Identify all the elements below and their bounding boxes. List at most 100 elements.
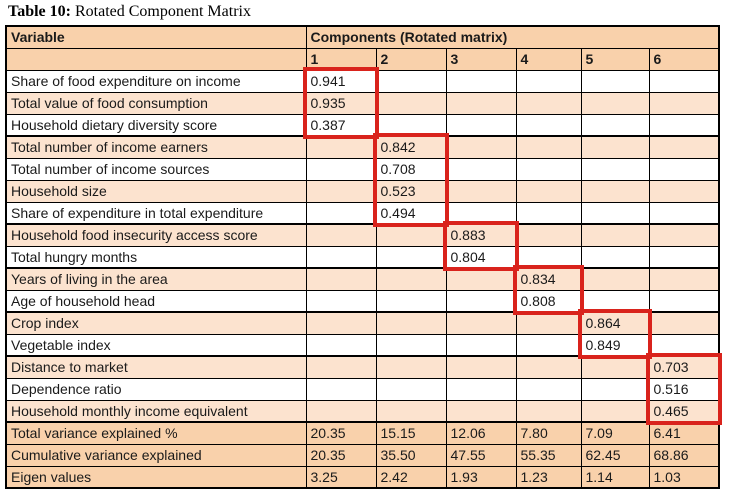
table-caption: Table 10: Rotated Component Matrix	[8, 2, 251, 22]
loading-value-cell: 0.703	[648, 355, 720, 379]
summary-label-cell: Eigen values	[5, 465, 307, 489]
summary-value-cell: 7.09	[580, 421, 650, 445]
summary-label-cell: Total variance explained %	[5, 421, 307, 445]
empty-cell	[580, 289, 650, 313]
empty-cell	[305, 245, 377, 269]
loading-value-cell: 0.941	[305, 69, 377, 93]
table-row: Total value of food consumption 0.935	[5, 91, 720, 115]
variable-label-cell: Household food insecurity access score	[5, 223, 307, 247]
summary-value-cell: 6.41	[648, 421, 720, 445]
loading-value-cell: 0.494	[375, 201, 447, 225]
summary-value-cell: 3.25	[305, 465, 377, 489]
empty-cell	[445, 399, 517, 423]
column-header-variable: Variable	[5, 25, 307, 49]
empty-cell	[580, 355, 650, 379]
empty-cell	[648, 179, 720, 203]
empty-cell	[305, 179, 377, 203]
variable-label-cell: Total number of income sources	[5, 157, 307, 181]
summary-value-cell: 20.35	[305, 421, 377, 445]
table-row: Age of household head 0.808	[5, 289, 720, 313]
column-header-component-1: 1	[305, 47, 377, 71]
empty-cell	[648, 245, 720, 269]
empty-cell	[580, 223, 650, 247]
table-row: Years of living in the area 0.834	[5, 267, 720, 291]
summary-value-cell: 1.93	[445, 465, 517, 489]
loading-value-cell: 0.834	[515, 267, 582, 291]
empty-cell	[648, 289, 720, 313]
table-row: Vegetable index 0.849	[5, 333, 720, 357]
empty-cell	[445, 377, 517, 401]
empty-cell	[445, 311, 517, 335]
loading-value-cell: 0.864	[580, 311, 650, 335]
variable-label-cell: Age of household head	[5, 289, 307, 313]
empty-cell	[515, 179, 582, 203]
summary-row: Cumulative variance explained 20.35 35.50 4…	[5, 443, 720, 467]
empty-cell	[375, 289, 447, 313]
empty-cell	[305, 267, 377, 291]
empty-cell	[375, 311, 447, 335]
table-row: Share of food expenditure on income 0.941	[5, 69, 720, 93]
empty-cell	[580, 69, 650, 93]
empty-cell	[375, 267, 447, 291]
empty-cell	[648, 311, 720, 335]
variable-label-cell: Total number of income earners	[5, 135, 307, 159]
empty-cell	[515, 157, 582, 181]
variable-label-cell: Crop index	[5, 311, 307, 335]
loading-value-cell: 0.935	[305, 91, 377, 115]
empty-cell	[648, 135, 720, 159]
summary-value-cell: 68.86	[648, 443, 720, 467]
empty-cell	[305, 135, 377, 159]
empty-cell	[375, 113, 447, 137]
column-header-component-4: 4	[515, 47, 582, 71]
empty-cell	[375, 69, 447, 93]
empty-cell	[515, 355, 582, 379]
empty-cell	[648, 91, 720, 115]
variable-label-cell: Total hungry months	[5, 245, 307, 269]
empty-cell	[515, 91, 582, 115]
empty-cell	[375, 245, 447, 269]
empty-cell	[580, 201, 650, 225]
loading-value-cell: 0.465	[648, 399, 720, 423]
summary-value-cell: 1.23	[515, 465, 582, 489]
summary-value-cell: 55.35	[515, 443, 582, 467]
empty-cell	[580, 399, 650, 423]
table-row: Crop index 0.864	[5, 311, 720, 335]
summary-label-cell: Cumulative variance explained	[5, 443, 307, 467]
empty-cell	[515, 399, 582, 423]
empty-cell	[305, 333, 377, 357]
empty-cell	[515, 113, 582, 137]
loading-value-cell: 0.842	[375, 135, 447, 159]
table-row: Share of expenditure in total expenditur…	[5, 201, 720, 225]
table-caption-number: Table 10:	[8, 3, 71, 20]
empty-cell	[375, 355, 447, 379]
empty-cell	[445, 113, 517, 137]
loading-value-cell: 0.804	[445, 245, 517, 269]
table-row: Household monthly income equivalent 0.465	[5, 399, 720, 423]
summary-value-cell: 1.03	[648, 465, 720, 489]
loading-value-cell: 0.708	[375, 157, 447, 181]
variable-label-cell: Household monthly income equivalent	[5, 399, 307, 423]
variable-label-cell: Total value of food consumption	[5, 91, 307, 115]
variable-label-cell: Vegetable index	[5, 333, 307, 357]
loading-value-cell: 0.808	[515, 289, 582, 313]
empty-cell	[648, 69, 720, 93]
empty-cell	[445, 91, 517, 115]
empty-cell	[445, 69, 517, 93]
empty-cell	[580, 179, 650, 203]
header-row-main: Variable Components (Rotated matrix)	[5, 25, 720, 49]
empty-cell	[648, 113, 720, 137]
summary-value-cell: 7.80	[515, 421, 582, 445]
table-row: Household dietary diversity score 0.387	[5, 113, 720, 137]
column-header-component-3: 3	[445, 47, 517, 71]
variable-label-cell: Dependence ratio	[5, 377, 307, 401]
empty-cell	[375, 91, 447, 115]
table-row: Total number of income sources 0.708	[5, 157, 720, 181]
empty-cell	[375, 399, 447, 423]
empty-cell	[445, 135, 517, 159]
loading-value-cell: 0.883	[445, 223, 517, 247]
empty-cell	[515, 223, 582, 247]
empty-cell	[445, 157, 517, 181]
